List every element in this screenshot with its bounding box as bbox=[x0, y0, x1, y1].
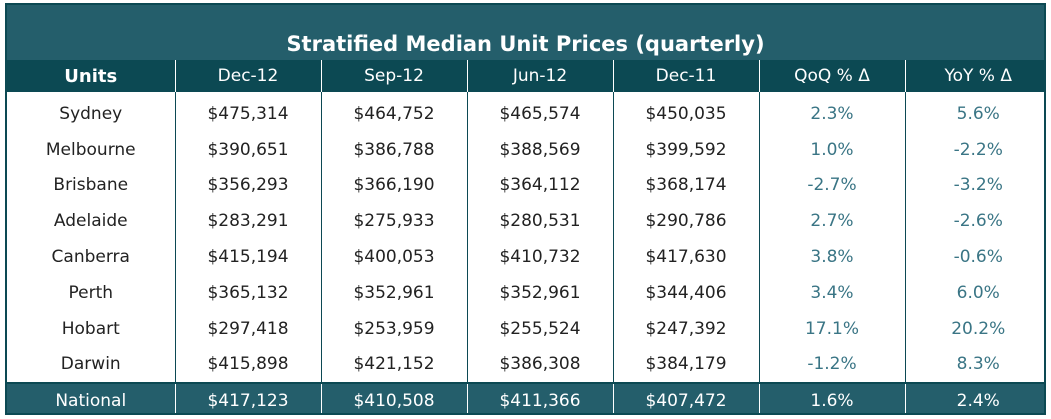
qoq-cell: 2.7% bbox=[758, 203, 905, 240]
price-cell: $356,293 bbox=[174, 167, 321, 204]
national-qoq-cell: 1.6% bbox=[758, 382, 905, 413]
price-cell: $417,630 bbox=[612, 239, 759, 275]
national-total-row: National $417,123 $410,508 $411,366 $407… bbox=[7, 382, 1044, 413]
price-cell: $297,418 bbox=[174, 310, 321, 347]
price-cell: $344,406 bbox=[612, 274, 759, 311]
price-cell: $275,933 bbox=[320, 203, 467, 240]
price-cell: $450,035 bbox=[612, 92, 759, 132]
national-label: National bbox=[7, 382, 175, 413]
price-cell: $388,569 bbox=[466, 131, 613, 168]
city-cell: Darwin bbox=[60, 354, 121, 375]
price-cell: $399,592 bbox=[612, 131, 759, 168]
national-yoy-cell: 2.4% bbox=[904, 382, 1044, 413]
price-cell: $366,190 bbox=[320, 167, 467, 204]
price-cell: $283,291 bbox=[174, 203, 321, 240]
national-price-cell: $411,366 bbox=[466, 382, 613, 413]
table-row: Adelaide $283,291 $275,933 $280,531 $290… bbox=[7, 203, 1044, 240]
table-row: Hobart $297,418 $253,959 $255,524 $247,3… bbox=[7, 310, 1044, 347]
price-cell: $280,531 bbox=[466, 203, 613, 240]
city-cell: Hobart bbox=[61, 318, 120, 339]
qoq-cell: 2.3% bbox=[758, 92, 905, 132]
city-cell: Sydney bbox=[59, 103, 123, 124]
column-header-units: Units bbox=[7, 60, 175, 92]
qoq-cell: 3.8% bbox=[758, 239, 905, 275]
yoy-cell: -3.2% bbox=[904, 167, 1044, 204]
price-cell: $421,152 bbox=[320, 346, 467, 384]
column-header-qoq: QoQ % Δ bbox=[758, 60, 905, 92]
price-cell: $255,524 bbox=[466, 310, 613, 347]
qoq-cell: -1.2% bbox=[758, 346, 905, 384]
price-cell: $390,651 bbox=[174, 131, 321, 168]
column-header-dec-11: Dec-11 bbox=[612, 60, 759, 92]
column-header-sep-12: Sep-12 bbox=[320, 60, 467, 92]
table-row: Canberra $415,194 $400,053 $410,732 $417… bbox=[7, 239, 1044, 275]
price-table-frame: Stratified Median Unit Prices (quarterly… bbox=[5, 3, 1046, 415]
price-cell: $386,308 bbox=[466, 346, 613, 384]
qoq-cell: 3.4% bbox=[758, 274, 905, 311]
column-header-dec-12: Dec-12 bbox=[174, 60, 321, 92]
yoy-cell: -2.2% bbox=[904, 131, 1044, 168]
table-row: Brisbane $356,293 $366,190 $364,112 $368… bbox=[7, 167, 1044, 204]
table-row: Melbourne $390,651 $386,788 $388,569 $39… bbox=[7, 131, 1044, 168]
yoy-cell: 8.3% bbox=[904, 346, 1044, 384]
table-row: Darwin $415,898 $421,152 $386,308 $384,1… bbox=[7, 346, 1044, 384]
price-table: Units Dec-12 Sep-12 Jun-12 Dec-11 QoQ % … bbox=[7, 60, 1044, 413]
price-cell: $247,392 bbox=[612, 310, 759, 347]
price-cell: $384,179 bbox=[612, 346, 759, 384]
price-cell: $365,132 bbox=[174, 274, 321, 311]
price-cell: $415,898 bbox=[174, 346, 321, 384]
price-cell: $415,194 bbox=[174, 239, 321, 275]
table-title: Stratified Median Unit Prices (quarterly… bbox=[7, 5, 1044, 60]
yoy-cell: -2.6% bbox=[904, 203, 1044, 240]
price-cell: $253,959 bbox=[320, 310, 467, 347]
yoy-cell: 5.6% bbox=[904, 92, 1044, 132]
price-cell: $290,786 bbox=[612, 203, 759, 240]
table-row: Sydney $475,314 $464,752 $465,574 $450,0… bbox=[7, 92, 1044, 132]
national-price-cell: $407,472 bbox=[612, 382, 759, 413]
column-header-yoy: YoY % Δ bbox=[904, 60, 1044, 92]
qoq-cell: -2.7% bbox=[758, 167, 905, 204]
qoq-cell: 1.0% bbox=[758, 131, 905, 168]
city-cell: Adelaide bbox=[53, 211, 128, 232]
column-header-jun-12: Jun-12 bbox=[466, 60, 613, 92]
header-row: Units Dec-12 Sep-12 Jun-12 Dec-11 QoQ % … bbox=[7, 60, 1044, 92]
price-cell: $352,961 bbox=[320, 274, 467, 311]
city-cell: Canberra bbox=[51, 247, 130, 268]
price-cell: $386,788 bbox=[320, 131, 467, 168]
city-cell: Melbourne bbox=[45, 139, 136, 160]
national-price-cell: $417,123 bbox=[174, 382, 321, 413]
price-cell: $465,574 bbox=[466, 92, 613, 132]
table-row: Perth $365,132 $352,961 $352,961 $344,40… bbox=[7, 274, 1044, 311]
yoy-cell: 6.0% bbox=[904, 274, 1044, 311]
price-cell: $352,961 bbox=[466, 274, 613, 311]
price-cell: $364,112 bbox=[466, 167, 613, 204]
qoq-cell: 17.1% bbox=[758, 310, 905, 347]
price-cell: $410,732 bbox=[466, 239, 613, 275]
price-cell: $475,314 bbox=[174, 92, 321, 132]
city-cell: Perth bbox=[68, 282, 114, 303]
price-cell: $464,752 bbox=[320, 92, 467, 132]
price-cell: $400,053 bbox=[320, 239, 467, 275]
city-cell: Brisbane bbox=[53, 175, 129, 196]
yoy-cell: -0.6% bbox=[904, 239, 1044, 275]
price-cell: $368,174 bbox=[612, 167, 759, 204]
yoy-cell: 20.2% bbox=[904, 310, 1044, 347]
national-price-cell: $410,508 bbox=[320, 382, 467, 413]
